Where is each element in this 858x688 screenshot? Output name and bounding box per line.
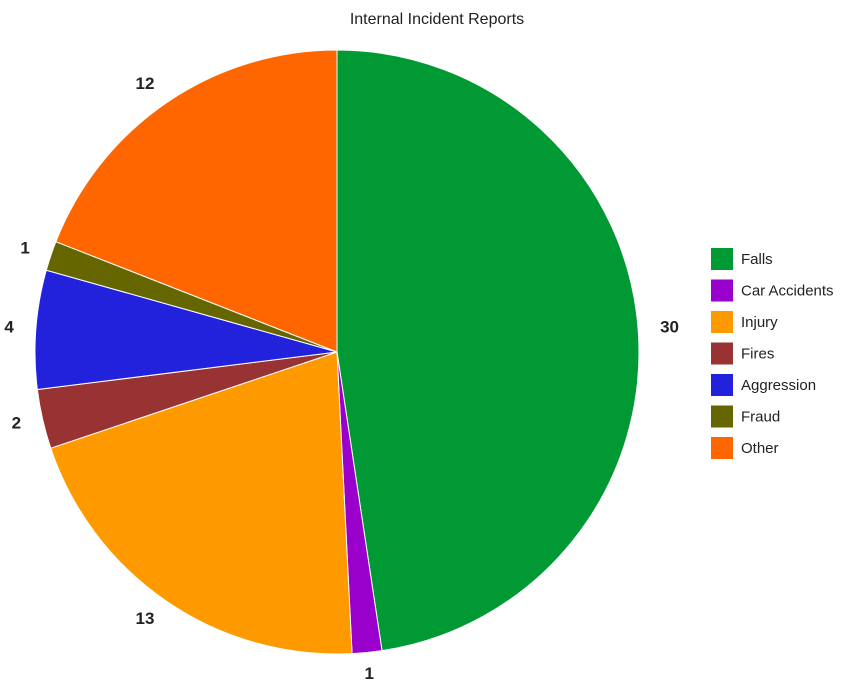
data-label-fraud: 1 [20, 238, 29, 257]
data-label-injury: 13 [136, 609, 155, 628]
data-label-car-accidents: 1 [365, 664, 374, 683]
data-label-aggression: 4 [4, 317, 14, 336]
legend-label-fires: Fires [741, 345, 774, 362]
legend-swatch-car-accidents [711, 279, 733, 302]
legend-swatch-falls [711, 248, 733, 270]
data-label-falls: 30 [660, 317, 679, 336]
pie-slices [34, 49, 640, 655]
legend-label-car-accidents: Car Accidents [741, 282, 834, 299]
legend-swatch-injury [711, 311, 733, 333]
data-label-other: 12 [136, 74, 155, 93]
legend: Falls Car Accidents Injury Fires Aggression F… [711, 248, 834, 459]
legend-swatch-aggression [711, 374, 733, 396]
legend-label-aggression: Aggression [741, 377, 816, 394]
legend-swatch-fires [711, 342, 733, 365]
legend-label-fraud: Fraud [741, 408, 780, 425]
data-labels: 30 1 13 2 4 1 12 [4, 74, 679, 683]
legend-swatch-other [711, 437, 733, 459]
legend-label-other: Other [741, 440, 779, 457]
chart-title: Internal Incident Reports [350, 11, 524, 28]
pie-slice-falls [336, 49, 640, 652]
pie-slice-other [55, 49, 338, 353]
pie-slice-injury [50, 351, 353, 655]
data-label-fires: 2 [12, 414, 21, 433]
pie-slice-aggression [34, 269, 338, 391]
legend-label-injury: Injury [741, 314, 778, 331]
legend-swatch-fraud [711, 405, 733, 428]
legend-label-falls: Falls [741, 251, 773, 268]
